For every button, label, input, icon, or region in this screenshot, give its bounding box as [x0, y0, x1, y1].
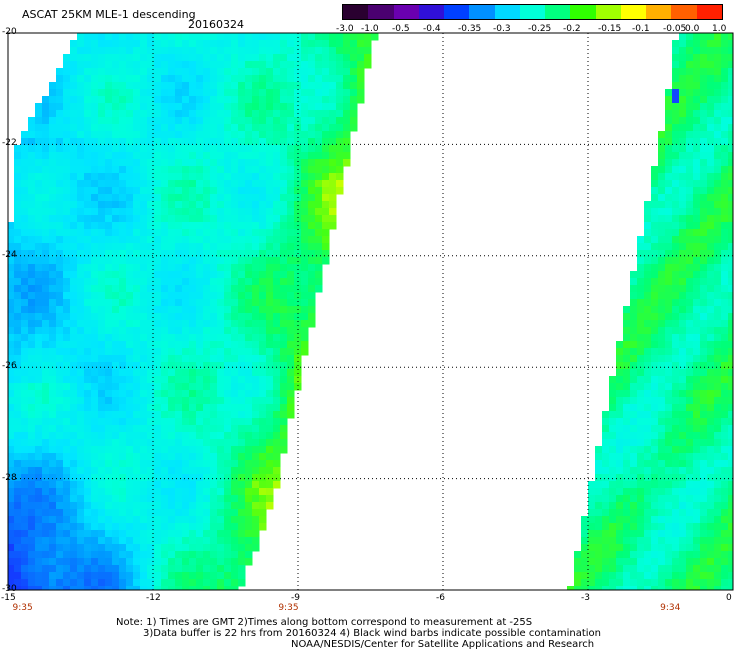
- colorbar-tick-label: -0.3: [493, 24, 511, 34]
- longitude-tick-label: 0: [726, 593, 732, 603]
- colorbar-swatch: [368, 5, 394, 19]
- colorbar-tick-label: -0.1: [632, 24, 650, 34]
- longitude-tick-label: -3: [581, 593, 590, 603]
- longitude-tick-label: -15: [1, 593, 16, 603]
- note-line-2: 3)Data buffer is 22 hrs from 20160324 4)…: [143, 628, 601, 639]
- longitude-tick-label: -12: [146, 593, 161, 603]
- colorbar-tick-label: -3.0: [336, 24, 354, 34]
- longitude-tick-label: -6: [436, 593, 445, 603]
- colorbar-tick-label: -0.25: [528, 24, 552, 34]
- colorbar-swatch: [570, 5, 596, 19]
- pass-time-label: 9:35: [12, 603, 33, 613]
- map-date: 20160324: [188, 18, 244, 31]
- colorbar-tick-label: -0.05: [663, 24, 687, 34]
- colorbar-swatch: [545, 5, 571, 19]
- latitude-tick-label: -20: [2, 27, 17, 37]
- colorbar-swatch: [620, 5, 647, 19]
- colorbar-tick-label: -0.5: [392, 24, 410, 34]
- pass-time-label: 9:35: [278, 603, 299, 613]
- colorbar-tick-label: 0.0: [685, 24, 700, 34]
- latitude-tick-label: -28: [2, 472, 17, 483]
- colorbar-tick-label: 1.0: [712, 24, 727, 34]
- lat-lon-grid: [8, 33, 733, 590]
- map-title: ASCAT 25KM MLE-1 descending: [22, 8, 196, 21]
- colorbar-swatch: [418, 5, 445, 19]
- latitude-tick-label: -22: [2, 138, 17, 149]
- colorbar-swatch: [469, 5, 495, 19]
- colorbar-swatch: [393, 5, 419, 19]
- colorbar-swatch: [519, 5, 546, 19]
- latitude-tick-label: -26: [2, 361, 17, 372]
- latitude-tick-label: -30: [2, 584, 17, 594]
- colorbar-swatch: [444, 5, 470, 19]
- longitude-tick-label: -9: [291, 593, 300, 603]
- east-swath: [567, 33, 733, 590]
- note-line-3: NOAA/NESDIS/Center for Satellite Applica…: [291, 639, 595, 650]
- colorbar-swatch: [646, 5, 672, 19]
- colorbar-swatch: [494, 5, 520, 19]
- colorbar-swatch: [595, 5, 621, 19]
- colorbar-tick-label: -0.15: [598, 24, 622, 34]
- latitude-tick-label: -24: [2, 249, 17, 260]
- west-swath: [8, 33, 379, 590]
- colorbar-swatch: [696, 5, 722, 19]
- colorbar-tick-label: -0.4: [423, 24, 441, 34]
- colorbar-labels: -3.0 -1.0 -0.5 -0.4 -0.35 -0.3 -0.25 -0.2 -0.15-…: [330, 24, 740, 36]
- colorbar-tick-label: -1.0: [361, 24, 379, 34]
- colorbar-tick-label: -0.2: [563, 24, 581, 34]
- colorbar-swatch: [671, 5, 697, 19]
- colorbar-tick-label: -0.35: [458, 24, 482, 34]
- colorbar-swatch: [343, 5, 369, 19]
- colorbar: [342, 4, 723, 20]
- pass-time-label: 9:34: [660, 603, 681, 613]
- note-line-1: Note: 1) Times are GMT 2)Times along bot…: [116, 617, 533, 628]
- plot-frame: [7, 32, 734, 591]
